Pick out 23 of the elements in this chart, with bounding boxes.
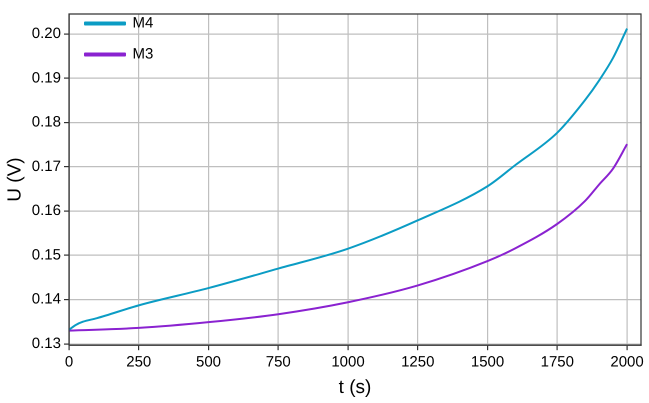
x-tick-label: 750 — [266, 353, 291, 370]
x-axis-title: t (s) — [338, 376, 372, 398]
x-tick-label: 0 — [64, 353, 74, 370]
y-tick-label: 0.16 — [32, 202, 61, 220]
x-tick-label: 1500 — [470, 353, 504, 370]
y-tick-label: 0.17 — [32, 158, 61, 175]
legend-label: M3 — [132, 46, 154, 63]
y-tick-label: 0.14 — [32, 290, 61, 308]
legend-label: M4 — [132, 14, 154, 32]
y-tick-label: 0.20 — [32, 25, 61, 42]
x-tick-label: 250 — [126, 353, 152, 370]
x-tick-label: 2000 — [610, 353, 644, 370]
y-tick-label: 0.13 — [32, 335, 61, 352]
x-tick-label: 1250 — [401, 353, 434, 370]
y-tick-label: 0.19 — [32, 69, 61, 86]
x-tick-label: 500 — [196, 353, 222, 370]
y-tick-label: 0.18 — [32, 114, 61, 131]
line-series — [68, 143, 628, 332]
y-axis-title: U (V) — [4, 157, 26, 202]
line-series — [68, 28, 628, 331]
y-tick-label: 0.15 — [32, 246, 61, 264]
x-tick-label: 1000 — [331, 353, 365, 370]
x-tick-label: 1750 — [540, 353, 574, 370]
